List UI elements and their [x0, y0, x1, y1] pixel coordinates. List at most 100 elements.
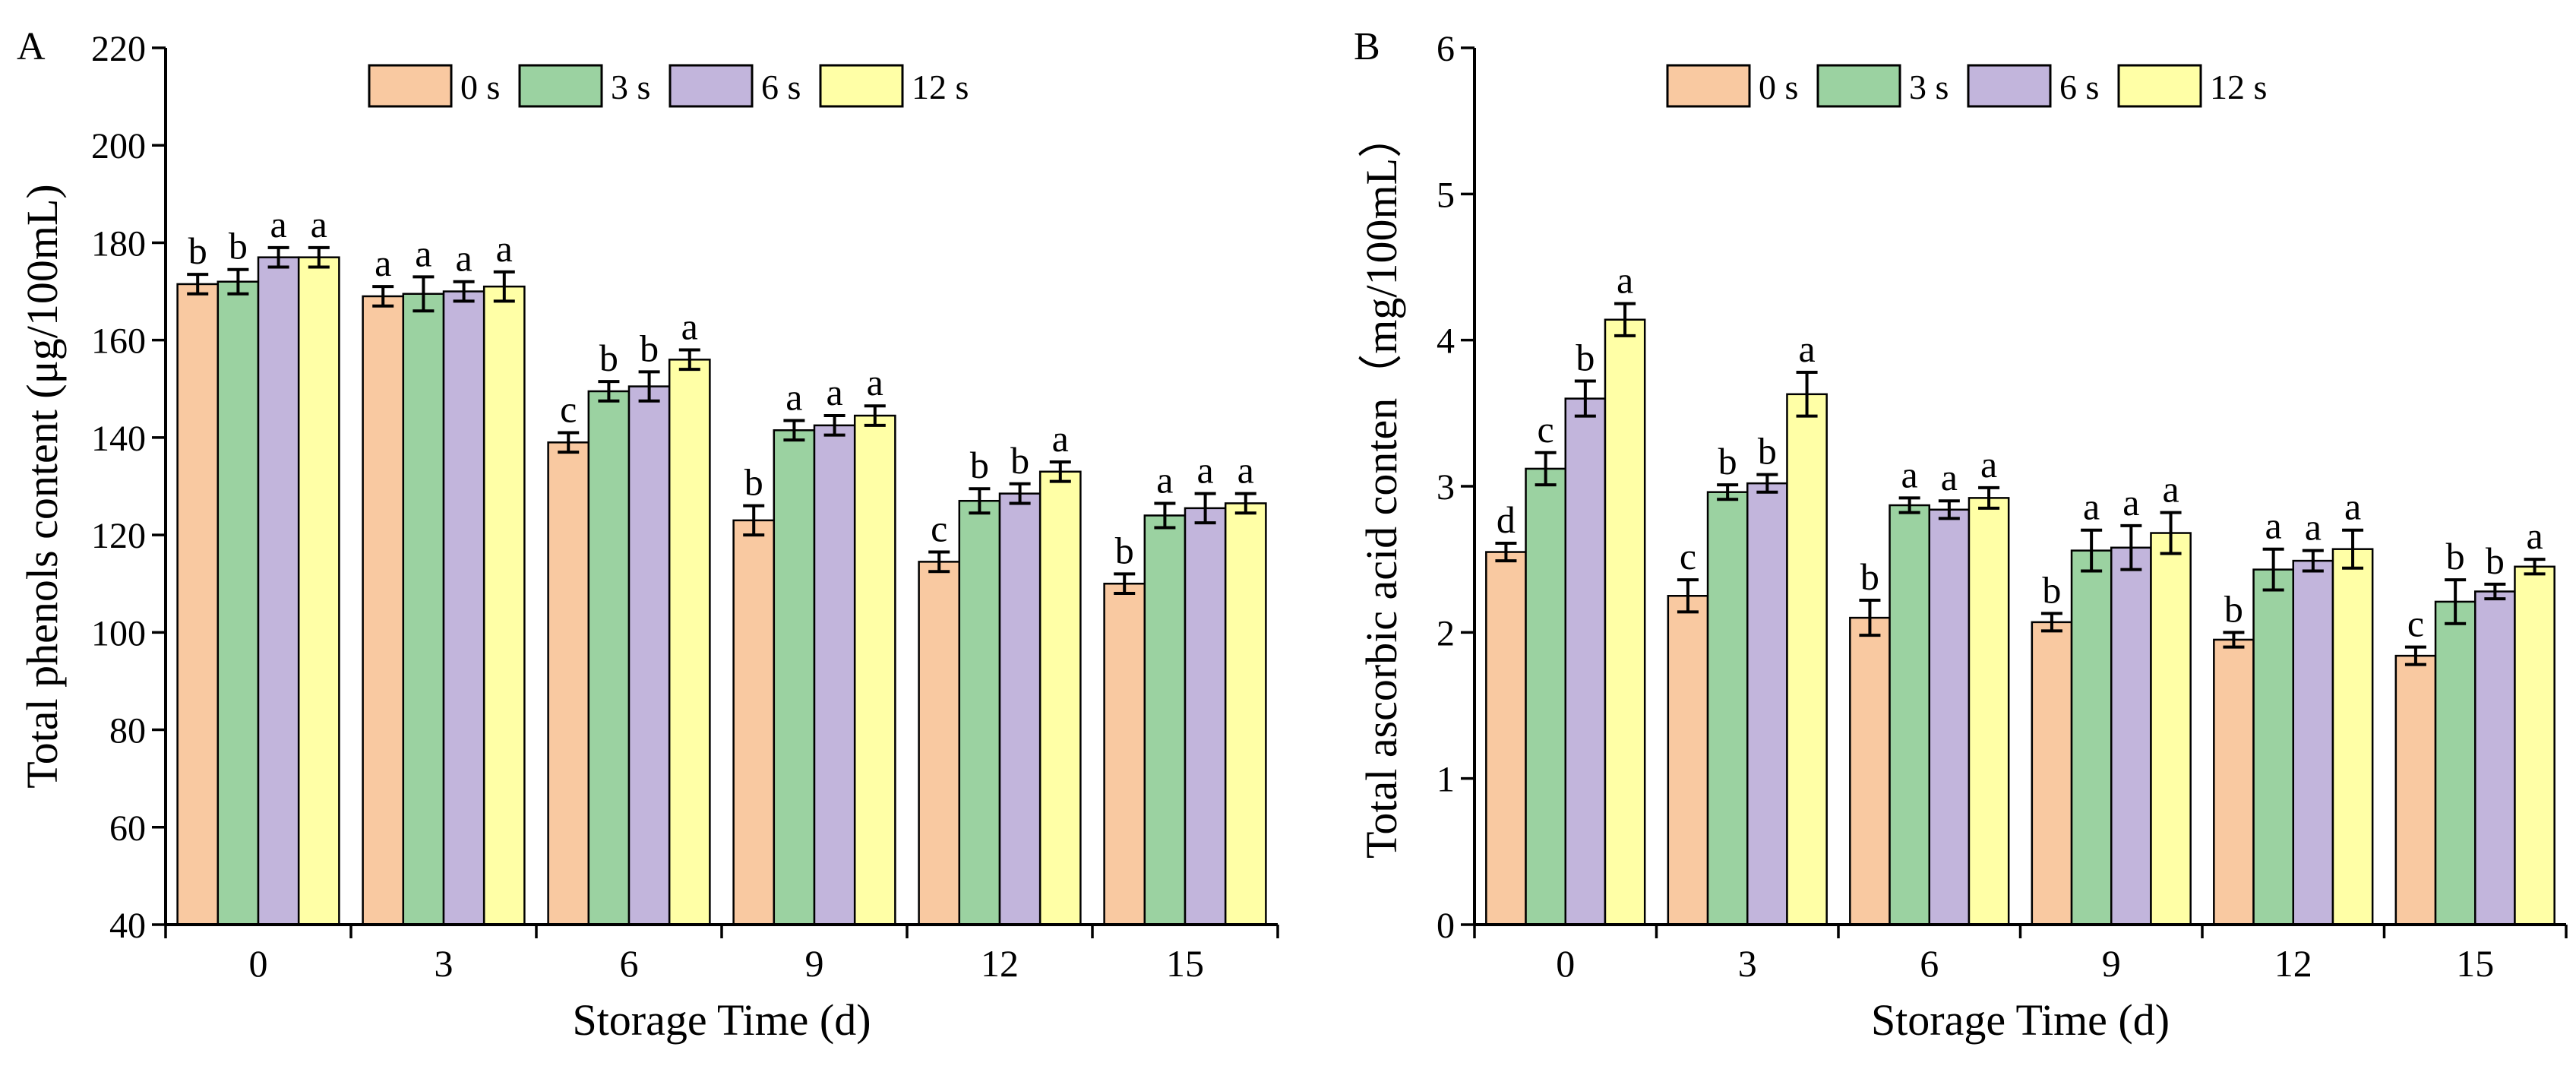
y-axis-label: Total phenols content (μg/100mL)	[17, 184, 67, 788]
significance-letter: b	[2042, 568, 2061, 611]
bar	[1786, 393, 1828, 926]
significance-letter: c	[2407, 602, 2424, 645]
significance-letter: a	[1237, 449, 1254, 492]
legend-label: 6 s	[2059, 68, 2099, 106]
legend-swatch	[518, 64, 603, 108]
bar	[813, 424, 856, 926]
bar	[998, 492, 1041, 926]
significance-letter: b	[1576, 337, 1595, 379]
significance-letter: a	[867, 361, 883, 403]
legend-swatch	[2117, 64, 2202, 108]
bar	[217, 280, 260, 926]
y-tick-label: 140	[91, 419, 146, 459]
significance-letter: a	[826, 371, 842, 413]
bar	[1849, 616, 1891, 926]
significance-letter: b	[970, 444, 989, 486]
significance-letter: b	[2486, 539, 2505, 582]
y-tick-label: 3	[1437, 467, 1455, 508]
x-tick-label: 6	[620, 942, 639, 985]
x-axis-label: Storage Time (d)	[1871, 995, 2170, 1045]
bar	[297, 256, 340, 926]
legend-swatch	[1666, 64, 1751, 108]
bar	[1706, 491, 1749, 926]
legend-swatch	[819, 64, 904, 108]
x-tick-label: 6	[1920, 942, 1939, 985]
bar	[1038, 470, 1082, 926]
significance-letter: b	[1115, 529, 1134, 571]
bar	[668, 359, 711, 926]
bar	[2394, 654, 2437, 926]
significance-letter: a	[311, 203, 327, 245]
bar	[1746, 482, 1788, 926]
y-tick-label: 60	[109, 808, 146, 849]
bar	[773, 429, 816, 926]
significance-letter: b	[744, 461, 763, 504]
bar	[1889, 504, 1931, 926]
x-tick-label: 15	[2456, 942, 2494, 985]
y-tick-label: 4	[1437, 321, 1455, 362]
significance-letter: b	[1758, 430, 1777, 473]
bar	[2031, 621, 2073, 926]
bar	[1143, 514, 1187, 926]
bar	[2474, 590, 2516, 926]
y-tick-label: 220	[91, 29, 146, 69]
y-tick-label: 1	[1437, 760, 1455, 800]
legend-label: 12 s	[2210, 68, 2267, 106]
y-tick-label: 2	[1437, 613, 1455, 653]
y-tick-label: 120	[91, 516, 146, 556]
y-tick-label: 180	[91, 223, 146, 264]
significance-letter: c	[1680, 535, 1696, 577]
bar	[362, 295, 405, 926]
significance-letter: b	[188, 229, 207, 272]
bar	[547, 441, 590, 926]
legend: 0 s 3 s 6 s 12 s	[368, 64, 969, 108]
significance-letter: b	[2446, 535, 2465, 577]
x-tick-label: 3	[1738, 942, 1757, 985]
significance-letter: a	[1052, 417, 1069, 460]
bar	[176, 283, 220, 926]
bar	[587, 390, 631, 926]
x-tick-label: 9	[805, 942, 824, 985]
bar	[1604, 318, 1646, 926]
legend-swatch	[668, 64, 754, 108]
significance-letter: a	[375, 242, 391, 284]
bar	[2213, 638, 2255, 926]
bar	[1667, 595, 1709, 926]
x-tick-label: 12	[2274, 942, 2312, 985]
bar	[257, 256, 300, 926]
y-axis-label: Total ascorbic acid conten（mg/100mL）	[1357, 114, 1406, 859]
bar	[2252, 568, 2295, 926]
y-tick-label: 0	[1437, 906, 1455, 946]
significance-letter: a	[270, 203, 286, 245]
significance-letter: b	[1010, 439, 1029, 482]
significance-letter: a	[1901, 453, 1918, 495]
significance-letter: b	[229, 225, 248, 267]
bar	[442, 290, 485, 926]
legend-label: 6 s	[761, 68, 801, 106]
bar	[1525, 467, 1566, 926]
y-tick-label: 40	[109, 906, 146, 946]
bar	[1184, 507, 1227, 926]
bar	[732, 519, 776, 926]
bar	[627, 385, 671, 926]
bar	[958, 499, 1001, 926]
bar	[1485, 551, 1527, 926]
significance-letter: c	[931, 508, 947, 550]
significance-letter: a	[2265, 504, 2282, 547]
legend-swatch	[1967, 64, 2052, 108]
legend-label: 12 s	[912, 68, 969, 106]
significance-letter: a	[496, 227, 513, 270]
significance-letter: a	[2083, 485, 2100, 528]
significance-letter: a	[2526, 514, 2543, 557]
legend: 0 s 3 s 6 s 12 s	[1666, 64, 2267, 108]
y-tick-label: 6	[1437, 29, 1455, 69]
bar	[2514, 565, 2555, 926]
significance-letter: a	[2344, 485, 2361, 528]
significance-letter: a	[1617, 259, 1633, 302]
significance-letter: a	[415, 232, 431, 274]
panel-label: A	[17, 25, 46, 68]
bar	[2150, 532, 2192, 926]
